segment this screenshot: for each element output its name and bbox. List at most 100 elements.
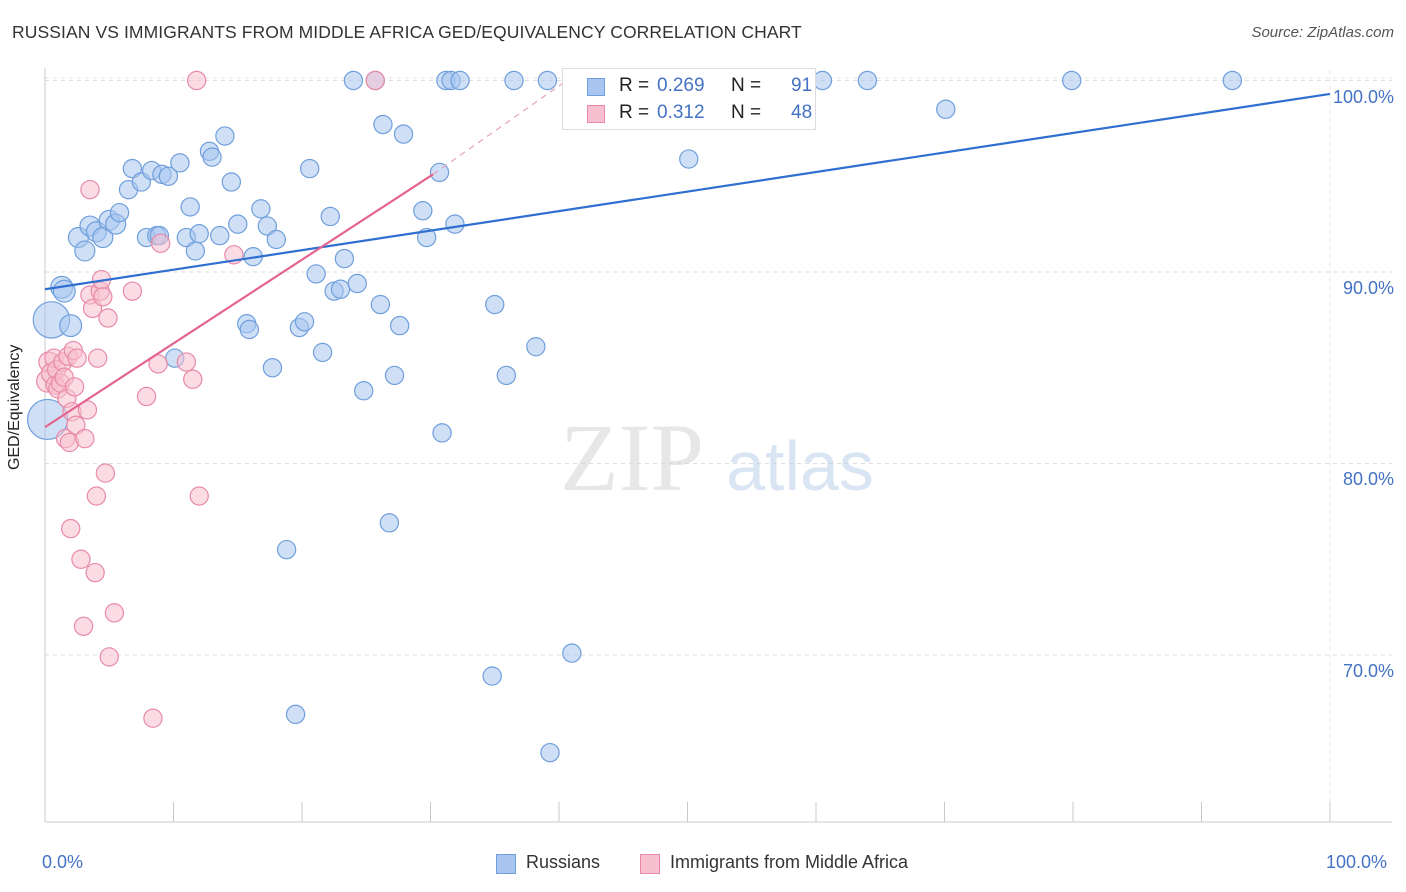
y-axis-label: GED/Equivalency (6, 344, 23, 470)
middle-africa-point (176, 352, 197, 372)
middle-africa-point (80, 179, 100, 200)
russian-point (262, 358, 283, 378)
legend-swatch-middle-africa (587, 105, 605, 123)
legend-r-label: R = (619, 102, 650, 123)
russian-point (496, 365, 517, 386)
russian-point (185, 241, 206, 261)
legend-n-value: 91 (791, 75, 813, 96)
series-swatch-middle-africa (640, 854, 660, 874)
russian-point (482, 666, 502, 686)
correlation-legend: R = 0.269 N = 91 R = 0.312 N = 48 (562, 68, 816, 130)
watermark: ZIP atlas (560, 404, 874, 511)
russian-point (347, 273, 367, 294)
russian-point (537, 70, 558, 91)
russian-point (504, 70, 524, 91)
legend-n-label: N = (731, 102, 762, 123)
series-label-middle-africa: Immigrants from Middle Africa (670, 852, 909, 872)
russian-point (450, 70, 470, 91)
russian-point (109, 202, 130, 223)
middle-africa-point (136, 386, 157, 407)
legend-r-value: 0.312 (657, 102, 705, 123)
middle-africa-point (365, 70, 385, 91)
middle-africa-point (67, 348, 87, 368)
series-label-russians: Russians (526, 852, 601, 872)
russian-point (300, 158, 320, 179)
russian-point (189, 224, 209, 244)
legend-swatch-russians (587, 78, 605, 96)
trend-line-russians (44, 92, 1331, 291)
russian-point (158, 166, 179, 186)
x-tick-label-min: 0.0% (42, 852, 84, 872)
russian-point (1222, 70, 1243, 91)
russian-point (370, 294, 391, 315)
russian-point (812, 70, 833, 91)
x-tick-label-max: 100.0% (1326, 852, 1388, 872)
middle-africa-point (150, 233, 171, 253)
russian-point (59, 314, 83, 338)
legend-r-value: 0.269 (657, 75, 705, 96)
middle-africa-point (87, 348, 108, 368)
legend-n-label: N = (731, 75, 762, 96)
russian-point (276, 539, 297, 560)
russian-point (389, 315, 410, 336)
axes (44, 68, 1392, 823)
russian-point (1062, 70, 1082, 91)
middle-africa-point (186, 70, 207, 91)
source-label: Source: ZipAtlas.com (1251, 24, 1394, 41)
legend-r-label: R = (619, 75, 650, 96)
russian-point (936, 99, 956, 119)
middle-africa-point (93, 287, 113, 307)
russian-point (266, 229, 286, 250)
russian-point (228, 214, 248, 234)
russian-point (239, 319, 260, 340)
russian-point (384, 365, 405, 386)
y-tick-label: 90.0% (1342, 278, 1394, 298)
russian-point (562, 643, 582, 663)
russian-point (526, 336, 546, 357)
russian-point (353, 381, 374, 401)
middle-africa-point (104, 603, 125, 623)
russian-point (373, 114, 393, 135)
russian-point (257, 216, 277, 236)
middle-africa-point (95, 463, 116, 483)
middle-africa-point (98, 308, 118, 328)
russian-point (334, 248, 355, 269)
middle-africa-point (122, 281, 143, 301)
middle-africa-point (183, 369, 203, 389)
middle-africa-point (75, 428, 95, 449)
russian-point (312, 342, 333, 363)
middle-africa-point (143, 708, 163, 728)
middle-africa-point (99, 647, 119, 667)
trend-line-middle-africa-extension (432, 80, 568, 175)
middle-africa-point (189, 486, 209, 506)
middle-africa-point (64, 377, 85, 397)
russian-point (540, 742, 560, 763)
russian-point (429, 162, 450, 183)
middle-africa-point (71, 549, 91, 569)
russian-point (122, 158, 143, 179)
russian-point (393, 124, 414, 144)
russian-point (170, 153, 190, 173)
middle-africa-point (148, 354, 168, 374)
russian-point (857, 70, 878, 91)
middle-africa-point (73, 616, 94, 636)
russian-point (330, 279, 351, 299)
gridlines (45, 70, 1392, 820)
russian-point (413, 201, 433, 221)
watermark-atlas: atlas (726, 427, 874, 505)
legend-n-value: 48 (791, 102, 813, 123)
middle-africa-point (86, 486, 107, 506)
middle-africa-point (61, 518, 81, 539)
russian-point (52, 279, 76, 303)
trend-line-middle-africa (44, 173, 434, 429)
russian-point (294, 312, 315, 332)
russian-point (285, 704, 306, 725)
middle-africa-point (66, 415, 86, 435)
y-tick-label: 100.0% (1332, 87, 1394, 107)
russian-point (343, 70, 364, 91)
chart-title: RUSSIAN VS IMMIGRANTS FROM MIDDLE AFRICA… (12, 22, 802, 42)
trend-lines (44, 80, 1331, 429)
russian-point (320, 206, 340, 227)
russian-point (679, 149, 699, 169)
